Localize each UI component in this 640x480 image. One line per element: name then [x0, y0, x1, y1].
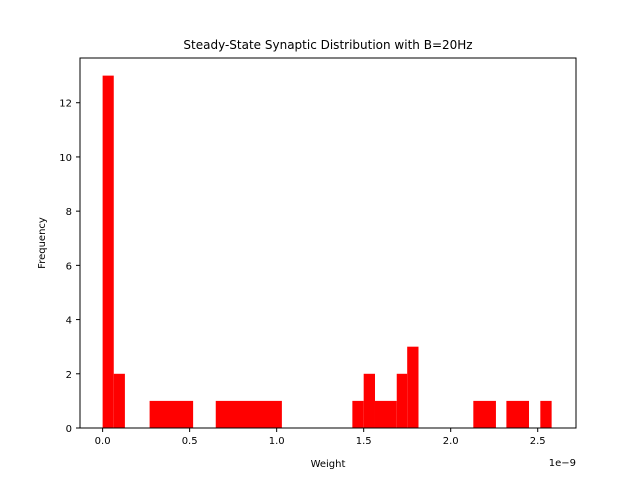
histogram-bar-10	[506, 400, 530, 428]
y-tick-label-4: 8	[66, 207, 72, 218]
x-tick-label-1: 0.5	[182, 436, 198, 447]
x-tick-label-5: 2.5	[530, 436, 546, 447]
histogram-bar-2	[149, 400, 194, 428]
x-tick-label-2: 1.0	[269, 436, 285, 447]
x-tick-label-4: 2.0	[443, 436, 459, 447]
x-ticks-group: 0.0 0.5 1.0 1.5 2.0 2.5	[95, 428, 546, 447]
bars-group	[102, 75, 552, 429]
histogram-bar-4	[352, 400, 364, 428]
x-axis-offset-label: 1e−9	[549, 458, 576, 469]
histogram-bar-11	[540, 400, 552, 428]
y-tick-label-3: 6	[66, 261, 72, 272]
y-tick-label-2: 4	[66, 316, 72, 327]
x-tick-label-3: 1.5	[356, 436, 372, 447]
y-tick-label-6: 12	[59, 99, 72, 110]
histogram-bar-9	[473, 400, 496, 428]
histogram-bar-5	[363, 373, 375, 428]
x-tick-label-0: 0.0	[95, 436, 111, 447]
histogram-bar-3	[215, 400, 282, 428]
y-tick-label-0: 0	[66, 424, 72, 435]
plot-frame	[79, 57, 577, 429]
y-tick-label-1: 2	[66, 370, 72, 381]
chart-title: Steady-State Synaptic Distribution with …	[183, 38, 472, 52]
x-axis-label: Weight	[311, 459, 346, 470]
y-tick-label-5: 10	[59, 153, 72, 164]
histogram-bar-8	[407, 346, 419, 428]
histogram-bar-1	[113, 373, 125, 428]
histogram-bar-6	[374, 400, 397, 428]
y-ticks-group: 0 2 4 6 8 10 12	[59, 99, 80, 435]
y-axis-label: Frequency	[37, 217, 48, 269]
histogram-bar-0	[102, 75, 114, 429]
histogram-bar-7	[396, 373, 408, 428]
